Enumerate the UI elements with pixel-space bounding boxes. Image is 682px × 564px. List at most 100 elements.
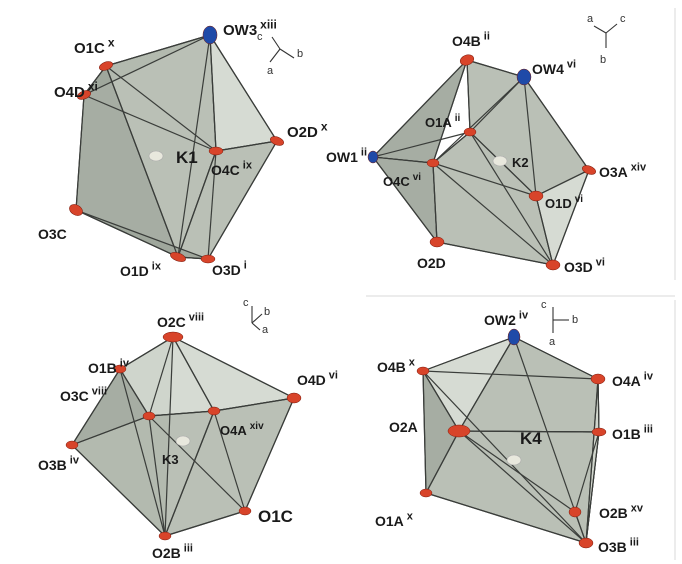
atom-label: OW3 xiii: [223, 17, 277, 39]
atom-label: O3B iv: [38, 455, 80, 473]
coordination-bond: [372, 59, 468, 158]
coordination-bond: [458, 430, 576, 513]
coordination-bond: [105, 65, 179, 258]
coordination-bond: [422, 370, 587, 544]
coordination-bond: [422, 370, 599, 380]
coordination-bond: [83, 34, 211, 96]
potassium-atom: [492, 155, 508, 167]
atom-label: O1B iv: [88, 358, 130, 376]
oxygen-atom: [416, 366, 430, 376]
axis-label-b: b: [572, 314, 578, 326]
coordination-bond: [432, 59, 468, 164]
atom-label: O4A xiv: [220, 421, 264, 438]
polyhedron-face: [209, 32, 278, 152]
atom-label: O2B iii: [152, 543, 193, 561]
axis-label-c: c: [257, 31, 263, 43]
coordination-bond: [432, 162, 438, 243]
oxygen-atom: [77, 90, 91, 100]
coordination-bond: [574, 431, 600, 513]
coordination-bond: [177, 150, 217, 258]
axis-label-a: a: [587, 13, 594, 25]
atom-label: O1D vi: [545, 194, 583, 211]
oxygen-atom: [207, 406, 221, 416]
water-oxygen-atom: [202, 25, 218, 45]
coordination-bond: [71, 368, 121, 446]
coordination-bond: [75, 209, 179, 258]
potassium-label: K1: [176, 148, 198, 167]
axis-triad-3: ab c: [243, 297, 270, 336]
coordination-bond: [148, 410, 215, 417]
atom-label: OW2 iv: [484, 310, 529, 328]
coordination-bond: [105, 34, 211, 67]
coordination-bond: [432, 162, 537, 197]
atoms: [65, 25, 607, 549]
coordination-bond: [164, 336, 174, 537]
symmetry-superscript: viii: [189, 312, 204, 324]
atom-label: O4A iv: [612, 371, 654, 389]
potassium-atom: [175, 435, 191, 447]
coordination-bond: [207, 150, 217, 260]
oxygen-atom: [99, 61, 113, 71]
oxygen-atom: [270, 136, 284, 146]
symmetry-superscript: iii: [644, 424, 653, 436]
oxygen-atom: [65, 440, 79, 450]
coordination-bond: [75, 94, 85, 211]
symmetry-superscript: vi: [575, 194, 584, 205]
coordination-bond: [105, 65, 217, 152]
axis-label-c: c: [243, 297, 249, 309]
axis-label-a: a: [267, 65, 274, 77]
oxygen-atom: [582, 165, 596, 175]
atom-label: O4D vi: [297, 370, 338, 388]
axis-line-b: [279, 48, 295, 59]
water-oxygen-atom: [367, 150, 379, 164]
axis-line-b: [251, 313, 263, 324]
axis-triad-4: a b c: [541, 299, 578, 348]
oxygen-atom: [142, 411, 156, 421]
atom-label: O3C viii: [60, 386, 107, 404]
symmetry-superscript: iii: [184, 543, 193, 555]
coordination-bond: [466, 59, 525, 78]
coordination-bond: [372, 156, 434, 164]
atom-label: O2C viii: [157, 312, 204, 330]
axis-label-b: b: [297, 48, 303, 60]
coordination-bond: [172, 336, 215, 412]
coordination-bond: [207, 140, 278, 260]
coordination-bond: [597, 378, 600, 433]
atom-label: O1B iii: [612, 424, 653, 442]
symmetry-superscript: vi: [329, 370, 338, 382]
atom-label: O3D i: [212, 260, 247, 278]
coordination-bond: [422, 370, 460, 432]
coordination-bond: [422, 336, 515, 372]
symmetry-superscript: iii: [630, 537, 639, 549]
coordination-bond: [177, 34, 211, 258]
atom-label: O4C vi: [383, 172, 421, 189]
coordination-bond: [523, 76, 590, 171]
coordination-bond: [83, 94, 217, 152]
symmetry-superscript: vi: [567, 59, 576, 71]
axis-label-c: c: [620, 13, 626, 25]
axis-label-a: a: [262, 324, 269, 336]
polyhedron-face: [425, 430, 600, 544]
coordination-bond: [432, 131, 471, 164]
oxygen-atom: [568, 506, 582, 518]
coordination-bond: [119, 368, 150, 417]
atom-label: O3C: [38, 226, 67, 242]
oxygen-atom: [170, 252, 186, 262]
coordination-bond: [213, 397, 295, 412]
coordination-bond: [458, 430, 600, 433]
symmetry-superscript: ii: [455, 113, 461, 124]
atom-label: O2D: [417, 255, 446, 271]
atom-label: O4C ix: [211, 160, 253, 178]
coordination-bond: [552, 169, 590, 266]
symmetry-superscript: xv: [631, 503, 644, 515]
symmetry-superscript: iv: [644, 371, 654, 383]
coordination-bond: [209, 34, 278, 142]
oxygen-atom: [69, 204, 83, 216]
atom-label: O1D ix: [120, 261, 162, 279]
symmetry-superscript: viii: [92, 386, 107, 398]
oxygen-atom: [113, 364, 127, 374]
symmetry-superscript: xiii: [260, 17, 277, 31]
coordination-bond: [215, 140, 278, 152]
coordination-bond: [83, 65, 107, 96]
symmetry-superscript: ix: [152, 261, 162, 273]
